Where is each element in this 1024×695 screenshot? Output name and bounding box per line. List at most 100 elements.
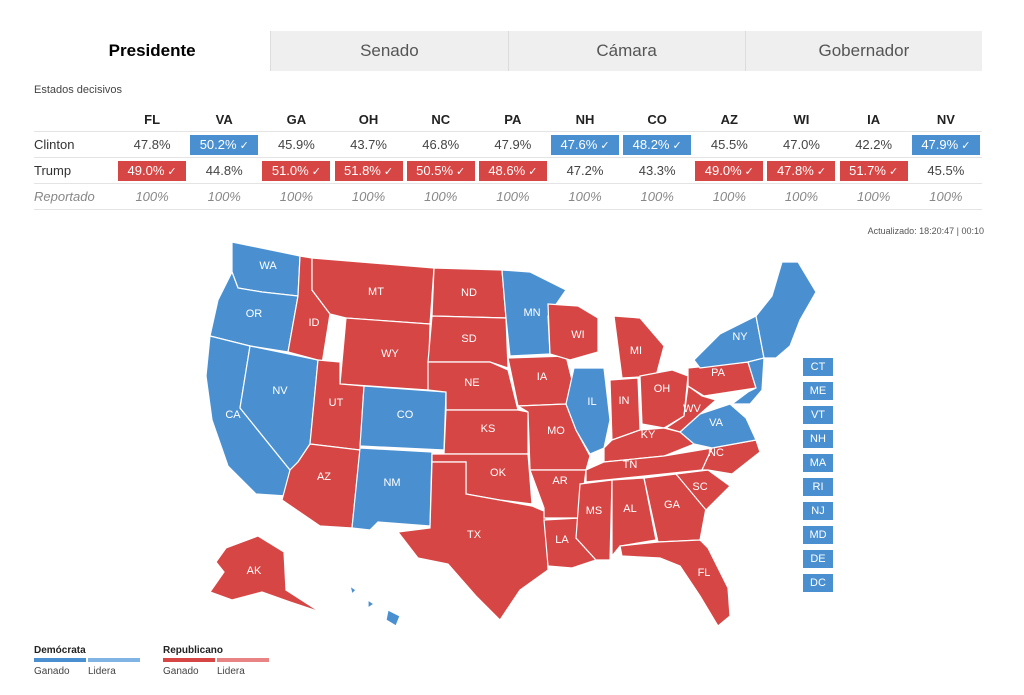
state-wv[interactable]: WV <box>664 384 718 433</box>
result-cell: 47.2% <box>548 157 622 184</box>
state-ny[interactable]: NY <box>693 315 765 369</box>
svg-text:AL: AL <box>623 503 636 515</box>
state-mt[interactable]: MT <box>311 257 435 325</box>
tab-camara[interactable]: Cámara <box>507 31 745 71</box>
state-oh[interactable]: OH <box>639 369 689 429</box>
state-il[interactable]: IL <box>565 367 611 455</box>
state-tn[interactable]: TN <box>585 447 714 483</box>
state-header-nh: NH <box>575 111 595 127</box>
state-in[interactable]: IN <box>609 377 641 441</box>
small-state-me[interactable]: ME <box>803 382 833 400</box>
state-pa[interactable]: PA <box>687 361 757 397</box>
winner-badge: 47.9% ✓ <box>911 134 980 155</box>
svg-text:IA: IA <box>537 371 548 383</box>
winner-badge: 48.6% ✓ <box>478 160 547 181</box>
checkmark-icon: ✓ <box>961 139 971 152</box>
state-header-ga: GA <box>286 111 307 127</box>
state-ia[interactable]: IA <box>507 355 575 407</box>
svg-text:CO: CO <box>397 409 414 421</box>
vote-percent: 47.9% <box>921 136 959 152</box>
result-cell: 43.7% <box>332 131 405 158</box>
state-al[interactable]: AL <box>611 477 657 558</box>
winner-badge: 51.0% ✓ <box>262 160 331 181</box>
svg-text:MN: MN <box>523 307 540 319</box>
state-nj-de-md[interactable] <box>730 357 765 405</box>
state-nc[interactable]: NC <box>701 439 761 475</box>
small-state-de[interactable]: DE <box>803 550 833 568</box>
state-wa[interactable]: WA <box>231 241 301 297</box>
small-state-nj[interactable]: NJ <box>803 502 833 520</box>
legend-rep-lead-swatch <box>217 658 269 662</box>
svg-text:OK: OK <box>490 467 507 479</box>
vote-percent: 48.6% <box>488 162 526 178</box>
checkmark-icon: ✓ <box>744 165 754 178</box>
state-ms[interactable]: MS <box>575 479 613 561</box>
small-state-md[interactable]: MD <box>803 526 833 544</box>
winner-badge: 50.5% ✓ <box>406 160 475 181</box>
table-row: Clinton 47.8% 50.2% ✓ 45.9% 43.7% 46.8% 47.9% 47… <box>34 131 982 158</box>
svg-text:TN: TN <box>623 459 638 471</box>
svg-text:NC: NC <box>708 447 724 459</box>
vote-percent: 49.0% <box>704 162 742 178</box>
small-state-ri[interactable]: RI <box>803 478 833 496</box>
svg-text:WA: WA <box>259 260 277 272</box>
legend-dem-won-label: Ganado <box>34 666 70 677</box>
state-tx[interactable]: TX <box>396 461 549 621</box>
race-tabs: Presidente Senado Cámara Gobernador <box>34 31 982 71</box>
small-state-ct[interactable]: CT <box>803 358 833 376</box>
svg-text:AZ: AZ <box>317 471 331 483</box>
state-ar[interactable]: AR <box>529 469 587 519</box>
result-cell: 45.5% <box>909 157 982 184</box>
legend-dem-title: Demócrata <box>34 645 86 656</box>
state-co[interactable]: CO <box>359 385 447 451</box>
state-nd[interactable]: ND <box>431 267 507 319</box>
svg-text:FL: FL <box>698 567 711 579</box>
result-cell: 46.8% <box>404 131 477 158</box>
state-header-oh: OH <box>358 111 379 127</box>
checkmark-icon: ✓ <box>600 139 610 152</box>
tab-gobernador[interactable]: Gobernador <box>744 31 982 71</box>
svg-text:WY: WY <box>381 348 399 360</box>
small-state-dc[interactable]: DC <box>803 574 833 592</box>
state-sd[interactable]: SD <box>427 315 509 369</box>
small-state-vt[interactable]: VT <box>803 406 833 424</box>
state-new-england[interactable] <box>755 261 817 359</box>
svg-text:WV: WV <box>683 403 701 415</box>
state-hi[interactable] <box>349 584 401 627</box>
table-row: Trump 49.0% ✓ 44.8% 51.0% ✓ 51.8% ✓ 50.5% ✓ 48.6% ✓… <box>34 157 982 184</box>
updated-timestamp: Actualizado: 18:20:47 | 00:10 <box>867 226 984 236</box>
section-label: Estados decisivos <box>34 84 123 96</box>
state-wi[interactable]: WI <box>547 303 599 361</box>
tab-senado[interactable]: Senado <box>270 31 508 71</box>
reported-value: 100% <box>909 183 982 210</box>
svg-text:AR: AR <box>552 475 567 487</box>
legend-rep-won-label: Ganado <box>163 666 199 677</box>
result-cell: 47.8% ✓ <box>765 157 838 184</box>
state-nm[interactable]: NM <box>351 447 433 531</box>
checkmark-icon: ✓ <box>239 139 249 152</box>
state-wy[interactable]: WY <box>339 317 431 391</box>
reported-value: 100% <box>476 183 549 210</box>
tab-presidente[interactable]: Presidente <box>34 31 271 71</box>
legend-dem-lead-label: Lidera <box>88 666 116 677</box>
state-fl[interactable]: FL <box>619 539 731 627</box>
svg-text:MI: MI <box>630 345 642 357</box>
state-ks[interactable]: KS <box>443 409 529 455</box>
result-cell: 51.8% ✓ <box>332 157 405 184</box>
state-ak[interactable]: AK <box>209 535 321 613</box>
vote-percent: 50.2% <box>199 136 237 152</box>
legend-democrat: Demócrata Ganado Lidera <box>34 645 142 677</box>
state-header-co: CO <box>647 111 667 127</box>
swing-states-table: FL VA GA OH NC PA NH CO AZ WI IA NV Clinton 47.8% 50.… <box>34 107 982 210</box>
state-ne[interactable]: NE <box>427 361 519 411</box>
reported-value: 100% <box>548 183 622 210</box>
state-header-ia: IA <box>867 111 881 127</box>
small-state-ma[interactable]: MA <box>803 454 833 472</box>
checkmark-icon: ✓ <box>167 165 177 178</box>
state-sc[interactable]: SC <box>674 469 731 511</box>
small-state-nh[interactable]: NH <box>803 430 833 448</box>
result-cell: 51.0% ✓ <box>260 157 333 184</box>
winner-badge: 50.2% ✓ <box>190 134 259 155</box>
state-mi[interactable]: MI <box>613 315 665 379</box>
